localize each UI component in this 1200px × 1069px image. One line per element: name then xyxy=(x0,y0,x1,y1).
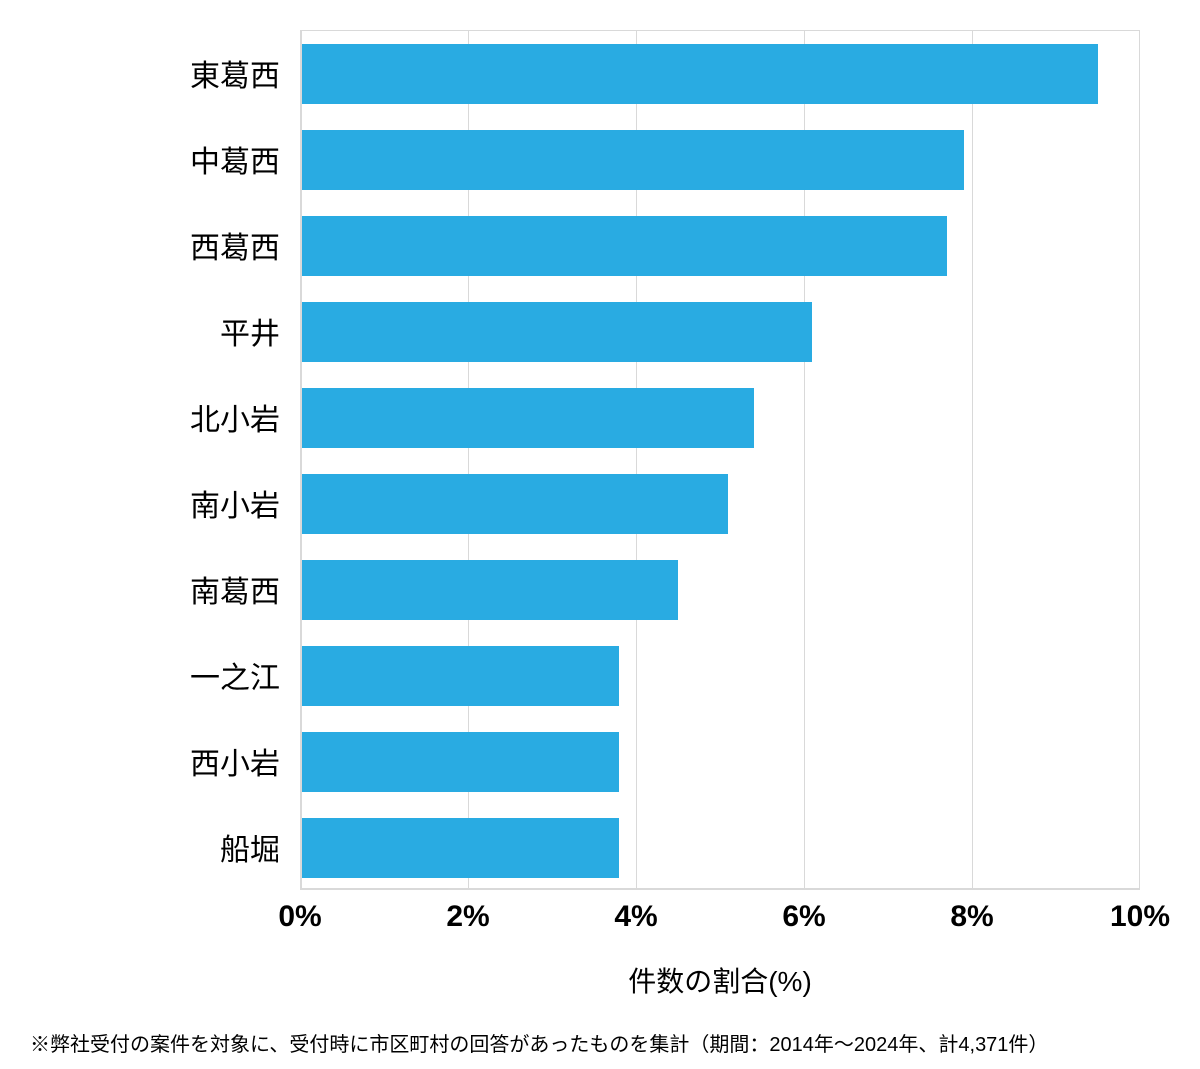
x-axis-tick-label: 8% xyxy=(950,900,993,934)
y-axis-label: 中葛西 xyxy=(0,129,280,189)
x-axis-title: 件数の割合(%) xyxy=(300,960,1140,1000)
y-axis-labels: 東葛西中葛西西葛西平井北小岩南小岩南葛西一之江西小岩船堀 xyxy=(0,30,280,890)
bar xyxy=(300,474,728,534)
bar xyxy=(300,130,964,190)
x-axis-tick-label: 0% xyxy=(278,900,321,934)
bar xyxy=(300,216,947,276)
y-axis-label: 平井 xyxy=(0,301,280,361)
bar xyxy=(300,732,619,792)
bar xyxy=(300,388,754,448)
bar-row xyxy=(300,732,619,792)
bar-row xyxy=(300,646,619,706)
chart-footnote: ※弊社受付の案件を対象に、受付時に市区町村の回答があったものを集計（期間：201… xyxy=(30,1028,1048,1057)
x-axis-tick-label: 4% xyxy=(614,900,657,934)
bar-row xyxy=(300,474,728,534)
bar xyxy=(300,646,619,706)
y-axis-label: 南小岩 xyxy=(0,473,280,533)
bar xyxy=(300,302,812,362)
y-axis-label: 西葛西 xyxy=(0,215,280,275)
bar-row xyxy=(300,302,812,362)
bar-row xyxy=(300,130,964,190)
bar-row xyxy=(300,388,754,448)
bar-row xyxy=(300,818,619,878)
y-axis-label: 船堀 xyxy=(0,817,280,877)
x-axis-tick-label: 10% xyxy=(1110,900,1170,934)
y-axis-line xyxy=(300,31,302,890)
bar xyxy=(300,560,678,620)
gridline xyxy=(972,31,973,890)
x-axis-line xyxy=(300,888,1139,890)
y-axis-label: 南葛西 xyxy=(0,559,280,619)
bar-row xyxy=(300,216,947,276)
bar-row xyxy=(300,44,1098,104)
y-axis-label: 東葛西 xyxy=(0,43,280,103)
y-axis-label: 一之江 xyxy=(0,645,280,705)
x-axis-tick-label: 2% xyxy=(446,900,489,934)
bar xyxy=(300,44,1098,104)
x-axis-labels: 0%2%4%6%8%10% xyxy=(300,900,1140,940)
y-axis-label: 北小岩 xyxy=(0,387,280,447)
bar-row xyxy=(300,560,678,620)
bar xyxy=(300,818,619,878)
chart-plot-area xyxy=(300,30,1140,890)
x-axis-tick-label: 6% xyxy=(782,900,825,934)
y-axis-label: 西小岩 xyxy=(0,731,280,791)
